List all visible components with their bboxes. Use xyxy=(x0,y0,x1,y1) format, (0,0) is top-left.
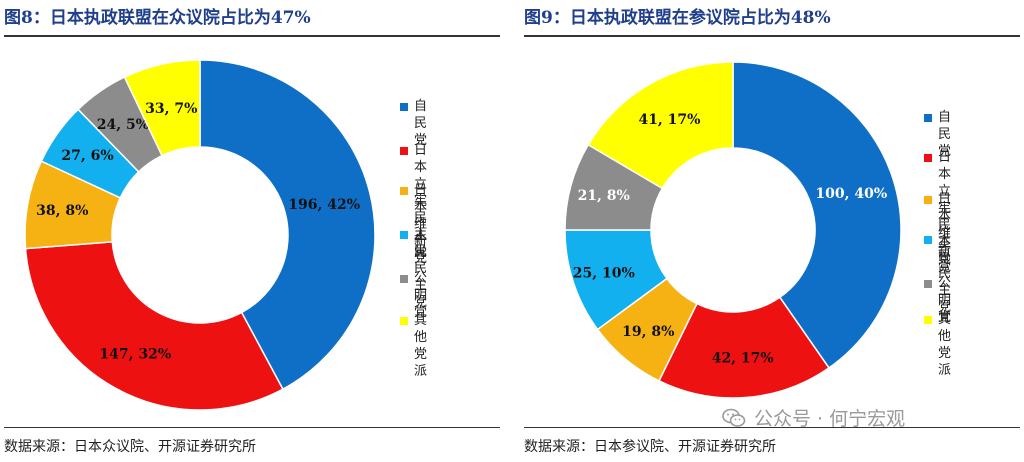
chart-title: 图9：日本执政联盟在参议院占比为48% xyxy=(524,8,831,28)
legend-swatch xyxy=(400,103,408,111)
source-note: 数据来源：日本参议院、开源证券研究所 xyxy=(524,439,776,455)
slice-data-label: 24, 5% xyxy=(97,117,149,133)
legend-swatch xyxy=(924,280,932,288)
legend-swatch xyxy=(924,236,932,244)
source-note: 数据来源：日本众议院、开源证券研究所 xyxy=(4,439,256,455)
slice-data-label: 196, 42% xyxy=(288,197,360,213)
legend-label: 日本维新党 xyxy=(938,192,953,275)
chart-panel-left: 图8：日本执政联盟在众议院占比为47% 196, 42% 147, 32% 38, … xyxy=(4,0,504,462)
legend-item: 其他党派 xyxy=(400,312,428,380)
slice-data-label: 21, 8% xyxy=(578,188,630,204)
legend-item: 公明党 xyxy=(924,275,952,326)
legend-swatch xyxy=(400,231,408,239)
chart-panel-right: 图9：日本执政联盟在参议院占比为48% 100, 40% 42, 17% 19, 8… xyxy=(524,0,1024,462)
title-rule xyxy=(4,35,500,37)
slice-data-label: 147, 32% xyxy=(99,346,171,362)
donut-slice xyxy=(123,59,201,157)
legend-item: 人民民主党 xyxy=(400,226,428,311)
donut-slice xyxy=(587,61,734,190)
donut-slice xyxy=(199,59,376,391)
legend-item: 日本立宪民主党 xyxy=(400,142,428,261)
legend-label: 人民民主党 xyxy=(414,227,429,310)
legend-label: 公明党 xyxy=(938,276,953,325)
legend-swatch xyxy=(924,154,932,162)
legend-item: 人民民主党 xyxy=(924,231,952,316)
slice-data-label: 42, 17% xyxy=(712,351,774,367)
donut-slice xyxy=(24,241,284,411)
legend-item: 日本维新党 xyxy=(400,182,428,267)
legend-label: 其他党派 xyxy=(938,312,953,378)
legend-label: 人民民主党 xyxy=(938,232,953,315)
slice-data-label: 25, 10% xyxy=(573,265,635,281)
legend-item: 自民党 xyxy=(400,98,428,149)
legend-item: 公明党 xyxy=(400,270,428,321)
legend-item: 自民党 xyxy=(924,109,952,160)
legend-swatch xyxy=(400,147,408,155)
legend-label: 自民党 xyxy=(938,110,953,159)
slice-data-label: 41, 17% xyxy=(638,112,700,128)
donut-chart: 100, 40% 42, 17% 19, 8% 25, 10% 21, 8% 41, 17… xyxy=(564,61,902,399)
watermark-text: 公众号 · 何宁宏观 xyxy=(754,408,906,430)
legend-item: 其他党派 xyxy=(924,311,952,379)
legend-label: 日本立宪民主党 xyxy=(938,150,953,267)
legend-swatch xyxy=(400,187,408,195)
legend-swatch xyxy=(924,196,932,204)
legend-swatch xyxy=(924,316,932,324)
legend-swatch xyxy=(400,317,408,325)
legend-label: 其他党派 xyxy=(414,313,429,379)
source-rule xyxy=(4,427,500,428)
legend-label: 日本维新党 xyxy=(414,183,429,266)
legend-label: 公明党 xyxy=(414,271,429,320)
legend-item: 日本维新党 xyxy=(924,191,952,276)
legend-swatch xyxy=(924,114,932,122)
donut-chart: 196, 42% 147, 32% 38, 8% 27, 6% 24, 5%33, 7% xyxy=(24,59,376,411)
donut-slice xyxy=(658,296,831,399)
watermark: 公众号 · 何宁宏观 xyxy=(722,404,905,431)
slice-data-label: 38, 8% xyxy=(36,203,88,219)
source-rule xyxy=(524,427,1020,428)
legend-item: 日本立宪民主党 xyxy=(924,149,952,268)
donut-slice xyxy=(732,61,902,369)
wechat-icon xyxy=(722,408,746,428)
title-rule xyxy=(524,35,1020,37)
legend-label: 自民党 xyxy=(414,99,429,148)
slice-data-label: 27, 6% xyxy=(61,148,113,164)
legend-swatch xyxy=(400,275,408,283)
slice-data-label: 33, 7% xyxy=(145,101,197,117)
slice-data-label: 100, 40% xyxy=(815,186,887,202)
slice-data-label: 19, 8% xyxy=(622,324,674,340)
legend-label: 日本立宪民主党 xyxy=(414,143,429,260)
chart-title: 图8：日本执政联盟在众议院占比为47% xyxy=(4,8,311,28)
